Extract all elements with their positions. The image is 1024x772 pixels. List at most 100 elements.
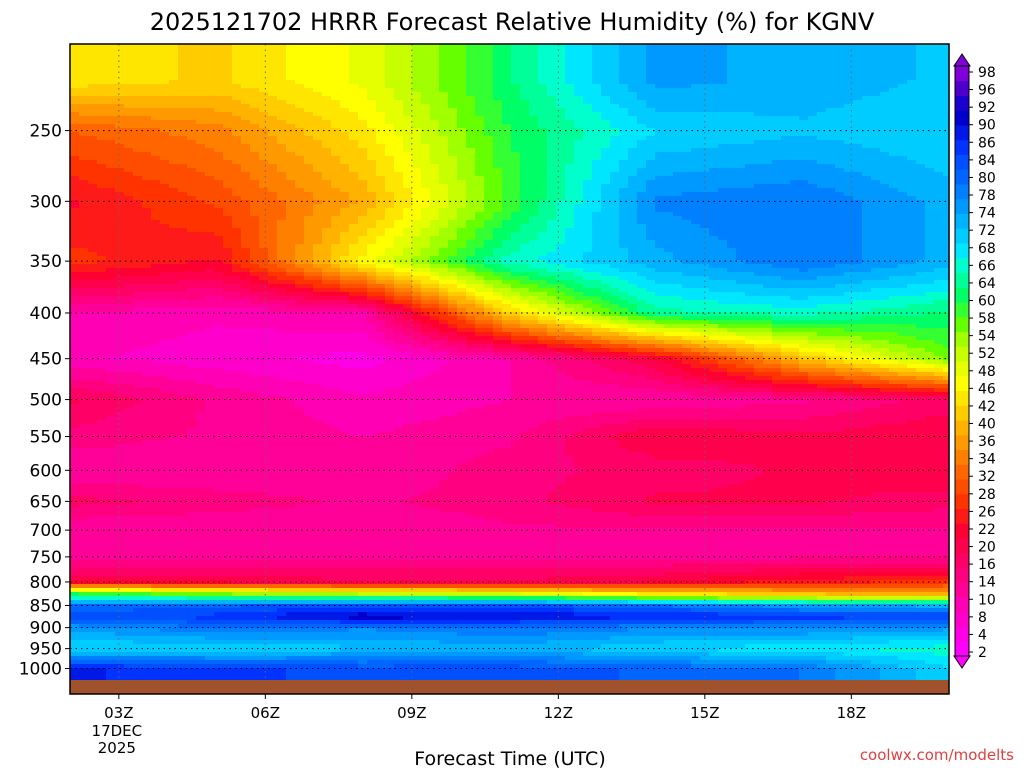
rh-cell <box>169 428 179 433</box>
rh-cell <box>349 100 359 105</box>
rh-cell <box>106 660 116 665</box>
rh-cell <box>277 520 287 525</box>
rh-cell <box>88 572 98 577</box>
rh-cell <box>340 460 350 465</box>
rh-cell <box>133 60 143 65</box>
rh-cell <box>97 664 107 669</box>
rh-cell <box>313 556 323 561</box>
rh-cell <box>304 224 314 229</box>
rh-cell <box>313 148 323 153</box>
rh-cell <box>196 656 206 661</box>
rh-cell <box>241 304 251 309</box>
rh-cell <box>232 212 242 217</box>
rh-cell <box>196 556 206 561</box>
rh-cell <box>70 268 80 273</box>
rh-cell <box>232 348 242 353</box>
rh-cell <box>169 496 179 501</box>
rh-cell <box>268 632 278 637</box>
rh-cell <box>223 444 233 449</box>
rh-cell <box>133 576 143 581</box>
rh-cell <box>232 236 242 241</box>
rh-cell <box>178 352 188 357</box>
rh-cell <box>124 536 134 541</box>
rh-cell <box>241 444 251 449</box>
rh-cell <box>97 216 107 221</box>
rh-cell <box>304 172 314 177</box>
rh-cell <box>187 220 197 225</box>
rh-cell <box>259 196 269 201</box>
rh-cell <box>322 540 332 545</box>
rh-cell <box>106 520 116 525</box>
rh-cell <box>151 204 161 209</box>
rh-field <box>70 44 950 681</box>
rh-cell <box>106 632 116 637</box>
rh-cell <box>277 672 287 677</box>
rh-cell <box>322 600 332 605</box>
rh-cell <box>259 436 269 441</box>
rh-cell <box>259 104 269 109</box>
rh-cell <box>205 584 215 589</box>
rh-cell <box>124 436 134 441</box>
rh-cell <box>259 452 269 457</box>
rh-cell <box>313 264 323 269</box>
rh-cell <box>151 332 161 337</box>
rh-cell <box>124 168 134 173</box>
rh-cell <box>115 188 125 193</box>
rh-cell <box>259 380 269 385</box>
rh-cell <box>223 608 233 613</box>
rh-cell <box>133 56 143 61</box>
rh-cell <box>340 348 350 353</box>
rh-cell <box>232 412 242 417</box>
rh-cell <box>313 376 323 381</box>
rh-cell <box>304 148 314 153</box>
rh-cell <box>79 584 89 589</box>
rh-cell <box>241 364 251 369</box>
rh-cell <box>205 444 215 449</box>
rh-cell <box>241 656 251 661</box>
rh-cell <box>124 212 134 217</box>
rh-cell <box>115 228 125 233</box>
rh-cell <box>286 296 296 301</box>
rh-cell <box>79 120 89 125</box>
rh-cell <box>286 552 296 557</box>
rh-cell <box>286 108 296 113</box>
rh-cell <box>124 240 134 245</box>
rh-cell <box>304 200 314 205</box>
rh-cell <box>286 220 296 225</box>
rh-cell <box>232 336 242 341</box>
rh-cell <box>196 432 206 437</box>
rh-cell <box>70 632 80 637</box>
rh-cell <box>151 164 161 169</box>
rh-cell <box>178 68 188 73</box>
rh-cell <box>241 172 251 177</box>
rh-cell <box>106 88 116 93</box>
rh-cell <box>160 60 170 65</box>
rh-cell <box>124 528 134 533</box>
rh-cell <box>232 516 242 521</box>
rh-cell <box>196 636 206 641</box>
rh-cell <box>187 524 197 529</box>
rh-cell <box>106 320 116 325</box>
rh-cell <box>250 44 260 49</box>
rh-cell <box>250 504 260 509</box>
rh-cell <box>115 604 125 609</box>
rh-cell <box>322 332 332 337</box>
rh-cell <box>349 256 359 261</box>
rh-cell <box>88 240 98 245</box>
rh-cell <box>196 324 206 329</box>
rh-cell <box>295 116 305 121</box>
rh-cell <box>205 236 215 241</box>
rh-cell <box>313 84 323 89</box>
rh-cell <box>340 304 350 309</box>
rh-cell <box>250 480 260 485</box>
rh-cell <box>322 344 332 349</box>
rh-cell <box>205 272 215 277</box>
rh-cell <box>349 180 359 185</box>
rh-cell <box>196 596 206 601</box>
rh-cell <box>88 448 98 453</box>
rh-cell <box>349 164 359 169</box>
rh-cell <box>313 208 323 213</box>
rh-cell <box>160 372 170 377</box>
rh-cell <box>187 600 197 605</box>
rh-cell <box>268 184 278 189</box>
